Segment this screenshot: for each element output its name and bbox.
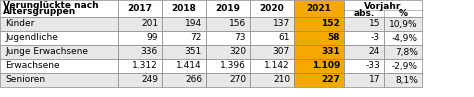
Text: 152: 152 bbox=[321, 19, 340, 29]
Bar bbox=[206, 73, 250, 87]
Bar bbox=[384, 73, 422, 87]
Bar bbox=[344, 31, 384, 45]
Text: 24: 24 bbox=[369, 48, 380, 56]
Text: Kinder: Kinder bbox=[5, 19, 35, 29]
Bar bbox=[384, 31, 422, 45]
Bar bbox=[0, 45, 118, 59]
Text: 17: 17 bbox=[368, 75, 380, 84]
Text: -2,9%: -2,9% bbox=[392, 61, 418, 71]
Bar bbox=[118, 73, 162, 87]
Bar bbox=[384, 59, 422, 73]
Bar bbox=[206, 31, 250, 45]
Text: 2019: 2019 bbox=[216, 4, 240, 13]
Bar bbox=[250, 0, 294, 17]
Text: -33: -33 bbox=[365, 61, 380, 71]
Text: 227: 227 bbox=[321, 75, 340, 84]
Text: Erwachsene: Erwachsene bbox=[5, 61, 60, 71]
Text: 351: 351 bbox=[185, 48, 202, 56]
Bar bbox=[118, 0, 162, 17]
Bar bbox=[250, 45, 294, 59]
Text: 2021: 2021 bbox=[307, 4, 331, 13]
Text: 2018: 2018 bbox=[172, 4, 196, 13]
Text: 194: 194 bbox=[185, 19, 202, 29]
Text: 72: 72 bbox=[191, 33, 202, 42]
Bar bbox=[344, 59, 384, 73]
Bar bbox=[206, 0, 250, 17]
Bar bbox=[250, 31, 294, 45]
Bar bbox=[344, 45, 384, 59]
Bar bbox=[206, 59, 250, 73]
Bar bbox=[294, 73, 344, 87]
Text: 156: 156 bbox=[229, 19, 246, 29]
Text: 8,1%: 8,1% bbox=[395, 75, 418, 84]
Bar bbox=[250, 17, 294, 31]
Bar bbox=[344, 0, 422, 17]
Bar bbox=[294, 59, 344, 73]
Bar bbox=[0, 0, 118, 17]
Bar bbox=[344, 17, 384, 31]
Text: 210: 210 bbox=[273, 75, 290, 84]
Bar bbox=[206, 45, 250, 59]
Bar bbox=[0, 73, 118, 87]
Bar bbox=[118, 17, 162, 31]
Bar bbox=[162, 73, 206, 87]
Text: Altersgruppen: Altersgruppen bbox=[3, 7, 76, 16]
Bar bbox=[0, 59, 118, 73]
Text: 2017: 2017 bbox=[128, 4, 153, 13]
Bar bbox=[0, 17, 118, 31]
Text: 58: 58 bbox=[328, 33, 340, 42]
Bar bbox=[162, 59, 206, 73]
Text: Jugendliche: Jugendliche bbox=[5, 33, 58, 42]
Text: 249: 249 bbox=[141, 75, 158, 84]
Bar bbox=[294, 17, 344, 31]
Bar bbox=[162, 0, 206, 17]
Text: 7,8%: 7,8% bbox=[395, 48, 418, 56]
Text: 307: 307 bbox=[273, 48, 290, 56]
Text: Vorjahr: Vorjahr bbox=[365, 2, 401, 11]
Text: 99: 99 bbox=[146, 33, 158, 42]
Bar bbox=[162, 31, 206, 45]
Bar bbox=[250, 59, 294, 73]
Bar bbox=[0, 31, 118, 45]
Bar bbox=[250, 73, 294, 87]
Bar bbox=[118, 45, 162, 59]
Text: 73: 73 bbox=[235, 33, 246, 42]
Text: 2020: 2020 bbox=[260, 4, 284, 13]
Text: 10,9%: 10,9% bbox=[389, 19, 418, 29]
Bar bbox=[294, 45, 344, 59]
Text: %: % bbox=[399, 9, 408, 18]
Bar bbox=[294, 31, 344, 45]
Text: 1.414: 1.414 bbox=[176, 61, 202, 71]
Text: 266: 266 bbox=[185, 75, 202, 84]
Bar bbox=[118, 31, 162, 45]
Text: 201: 201 bbox=[141, 19, 158, 29]
Text: -4,9%: -4,9% bbox=[392, 33, 418, 42]
Text: 1.396: 1.396 bbox=[220, 61, 246, 71]
Text: 336: 336 bbox=[141, 48, 158, 56]
Text: 320: 320 bbox=[229, 48, 246, 56]
Bar bbox=[344, 73, 384, 87]
Text: 331: 331 bbox=[321, 48, 340, 56]
Bar bbox=[162, 45, 206, 59]
Text: 1.142: 1.142 bbox=[264, 61, 290, 71]
Text: 270: 270 bbox=[229, 75, 246, 84]
Bar bbox=[384, 17, 422, 31]
Bar bbox=[162, 17, 206, 31]
Text: 61: 61 bbox=[279, 33, 290, 42]
Text: 1.109: 1.109 bbox=[311, 61, 340, 71]
Text: Senioren: Senioren bbox=[5, 75, 45, 84]
Text: abs.: abs. bbox=[354, 9, 374, 18]
Text: 1.312: 1.312 bbox=[132, 61, 158, 71]
Text: Junge Erwachsene: Junge Erwachsene bbox=[5, 48, 88, 56]
Bar bbox=[206, 17, 250, 31]
Text: Verunglückte nach: Verunglückte nach bbox=[3, 0, 99, 10]
Text: 137: 137 bbox=[273, 19, 290, 29]
Bar bbox=[384, 45, 422, 59]
Bar bbox=[294, 0, 344, 17]
Bar bbox=[118, 59, 162, 73]
Text: 15: 15 bbox=[368, 19, 380, 29]
Text: -3: -3 bbox=[371, 33, 380, 42]
